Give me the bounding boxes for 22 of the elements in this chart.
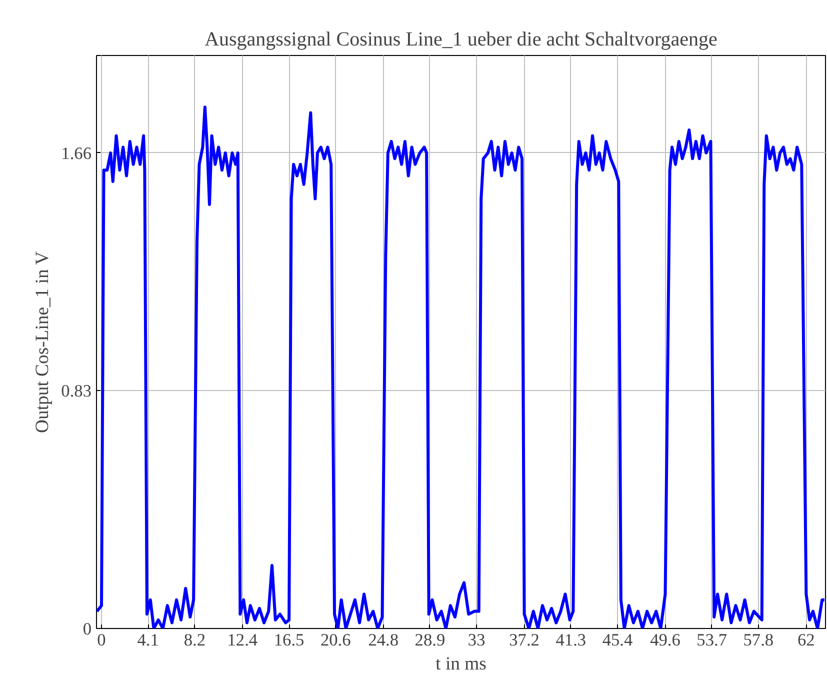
x-tick-label: 8.2 <box>184 630 206 650</box>
y-axis-title: Output Cos-Line_1 in V <box>32 250 54 433</box>
x-tick-label: 45.4 <box>602 630 634 650</box>
x-tick-label: 37.2 <box>509 630 540 650</box>
x-tick-label: 28.9 <box>414 630 446 650</box>
x-tick-label: 53.7 <box>696 630 728 650</box>
x-tick-label: 4.1 <box>137 630 159 650</box>
x-tick-label: 16.5 <box>274 630 304 650</box>
x-tick-label: 24.8 <box>368 630 399 650</box>
x-tick-label: 62 <box>798 630 815 650</box>
x-tick-label: 12.4 <box>227 630 258 650</box>
x-tick-label: 57.8 <box>743 630 774 650</box>
x-tick-label: 0 <box>97 630 106 650</box>
x-tick-label: 20.6 <box>320 630 352 650</box>
x-axis-title: t in ms <box>436 654 486 674</box>
x-tick-label: 49.6 <box>650 630 681 650</box>
y-tick-label: 1.66 <box>61 144 92 163</box>
line-series <box>96 106 826 628</box>
y-tick-label: 0.83 <box>61 382 92 401</box>
chart-title: Ausgangssignal Cosinus Line_1 ueber die acht Schaltvorgaenge <box>204 28 718 50</box>
x-tick-label: 41.3 <box>556 630 586 650</box>
x-tick-label: 33 <box>468 630 486 650</box>
